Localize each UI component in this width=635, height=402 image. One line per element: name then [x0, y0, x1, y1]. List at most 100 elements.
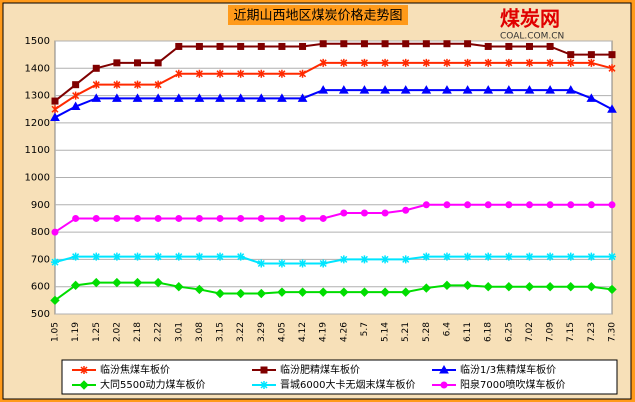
marker [257, 42, 265, 50]
marker [92, 64, 100, 72]
series-line [54, 42, 612, 102]
marker [381, 40, 389, 48]
marker [319, 40, 327, 48]
marker [380, 287, 390, 297]
marker [359, 85, 370, 94]
marker [257, 259, 266, 268]
marker [318, 85, 329, 94]
marker [360, 40, 368, 48]
marker [464, 40, 472, 48]
x-tick-label: 3.29 [257, 322, 267, 342]
marker [546, 252, 555, 261]
marker [380, 85, 390, 94]
marker [359, 287, 370, 297]
y-tick-label: 500 [31, 309, 50, 320]
x-tick-label: 6.25 [504, 322, 514, 342]
marker [92, 214, 100, 222]
logo-site: COAL.COM.CN [500, 32, 564, 42]
marker [402, 206, 410, 214]
marker [51, 258, 59, 267]
marker [216, 69, 224, 78]
y-tick-label: 1400 [25, 63, 50, 74]
marker [587, 51, 595, 59]
marker [112, 277, 122, 288]
marker [422, 201, 430, 209]
y-tick-label: 600 [31, 282, 50, 293]
x-tick-label: 5.7 [360, 322, 370, 336]
legend-label: 临汾焦煤车板价 [100, 363, 170, 376]
legend-label: 晋城6000大卡无烟末煤车板价 [280, 378, 415, 391]
marker [133, 80, 142, 89]
marker [92, 252, 101, 261]
marker [154, 59, 162, 67]
marker [608, 51, 616, 59]
y-tick-label: 800 [31, 227, 50, 238]
marker [91, 277, 101, 288]
marker [80, 366, 88, 374]
y-tick-label: 1100 [25, 145, 50, 156]
marker [216, 214, 224, 222]
marker [505, 58, 513, 67]
marker [524, 281, 535, 292]
marker [194, 284, 205, 295]
y-tick-label: 700 [31, 254, 50, 265]
marker [112, 252, 121, 261]
marker [134, 214, 142, 222]
x-tick-label: 2.18 [133, 322, 143, 342]
marker [462, 85, 473, 94]
marker [50, 295, 60, 306]
marker [257, 214, 265, 222]
x-tick-label: 6.18 [484, 322, 494, 342]
marker [51, 228, 59, 236]
marker [278, 69, 286, 78]
marker [586, 93, 597, 102]
marker [260, 381, 268, 389]
marker [92, 80, 100, 89]
marker [422, 40, 430, 48]
x-tick-label: 3.08 [195, 322, 205, 342]
marker [195, 42, 203, 50]
x-tick-label: 3.22 [236, 322, 246, 342]
x-tick-label: 1.25 [92, 322, 102, 342]
series-line [54, 203, 612, 233]
marker [442, 85, 452, 94]
marker [484, 58, 492, 67]
marker [505, 42, 513, 50]
marker [443, 58, 451, 67]
marker [236, 252, 245, 261]
title-box [228, 5, 408, 25]
marker [608, 252, 616, 261]
series-line [54, 255, 612, 265]
marker [70, 101, 81, 111]
marker [422, 58, 430, 67]
x-tick-label: 5.21 [401, 322, 411, 342]
marker [443, 201, 451, 209]
marker [524, 85, 535, 94]
marker [195, 69, 203, 78]
marker [237, 69, 245, 78]
marker [154, 214, 162, 222]
x-tick-label: 2.22 [154, 322, 164, 342]
marker [299, 42, 307, 50]
legend-label: 大同5500动力煤车板价 [100, 378, 205, 391]
x-tick-label: 2.02 [112, 322, 122, 342]
marker [319, 58, 327, 67]
marker [153, 277, 163, 288]
marker [565, 85, 576, 94]
marker [260, 366, 268, 374]
marker [133, 252, 142, 261]
marker [318, 287, 328, 297]
x-tick-label: 7.02 [525, 322, 535, 342]
marker [483, 281, 493, 292]
marker [339, 255, 348, 264]
legend [61, 359, 618, 395]
marker [381, 255, 390, 264]
marker [567, 201, 575, 209]
marker [71, 252, 80, 261]
marker [51, 97, 59, 105]
marker [174, 252, 183, 261]
marker [607, 284, 617, 295]
marker [237, 42, 245, 50]
marker [587, 252, 596, 261]
marker [340, 58, 348, 67]
